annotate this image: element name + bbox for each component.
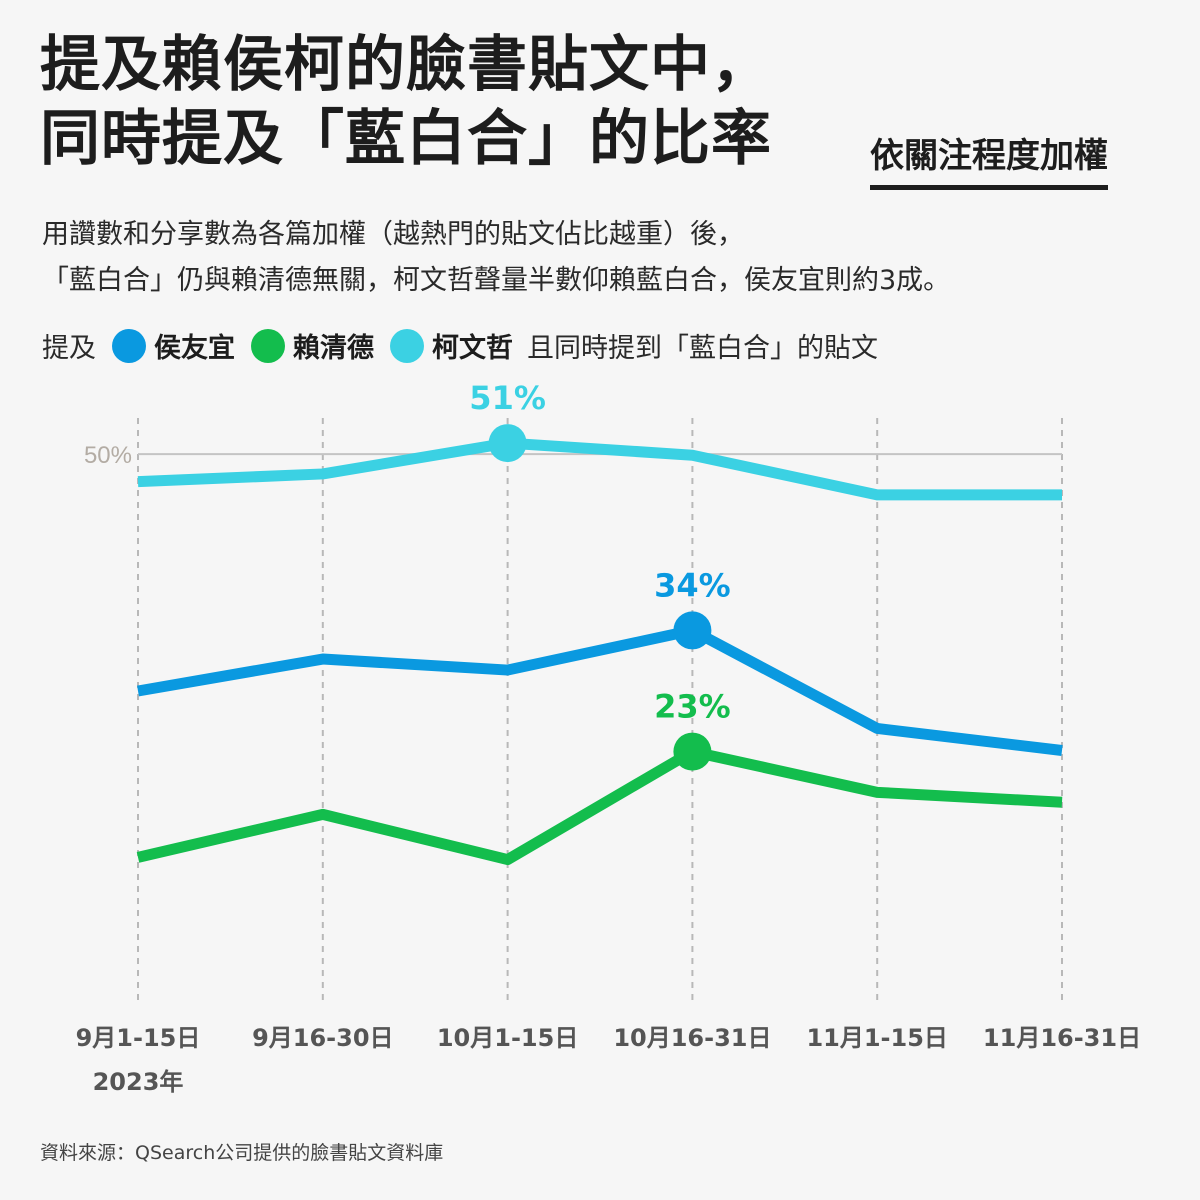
legend-dot-ko — [390, 328, 424, 363]
x-tick-label: 11月16-31日 — [983, 1024, 1141, 1052]
data-point — [136, 689, 140, 693]
chart-title: 提及賴侯柯的臉書貼文中， 同時提及「藍白合」的比率 — [40, 28, 772, 176]
x-tick-label: 9月16-30日 — [252, 1024, 393, 1052]
legend-dot-hou — [112, 328, 146, 363]
data-point — [1060, 748, 1064, 752]
data-point — [690, 453, 694, 457]
series-line-1 — [137, 624, 1063, 756]
data-point — [875, 790, 879, 794]
legend-item-lai: 賴清德 — [251, 326, 374, 365]
data-label-2: 23% — [654, 688, 731, 726]
highlight-marker-1 — [673, 611, 712, 650]
legend: 提及 侯友宜 賴清德 柯文哲 且同時提到「藍白合」的貼文 — [42, 326, 878, 365]
series-line-2 — [136, 746, 1063, 866]
legend-suffix: 且同時提到「藍白合」的貼文 — [527, 333, 878, 364]
data-label-1: 34% — [654, 566, 731, 604]
legend-prefix: 提及 — [42, 333, 96, 364]
data-point — [506, 668, 510, 672]
legend-dot-lai — [251, 328, 285, 363]
legend-item-hou: 侯友宜 — [112, 326, 235, 365]
highlight-marker-0 — [488, 424, 527, 463]
source-note: 資料來源：QSearch公司提供的臉書貼文資料庫 — [40, 1142, 444, 1164]
data-point — [875, 726, 879, 730]
legend-label-hou: 侯友宜 — [154, 333, 235, 364]
legend-label-lai: 賴清德 — [293, 333, 374, 364]
weight-note: 依關注程度加權 — [870, 128, 1108, 190]
subtitle-line-2: 「藍白合」仍與賴清德無關，柯文哲聲量半數仰賴藍白合，侯友宜則約3成。 — [42, 265, 951, 296]
data-point — [506, 858, 510, 862]
data-point — [321, 472, 325, 476]
data-label-0: 51% — [469, 379, 546, 417]
legend-item-ko: 柯文哲 — [390, 326, 513, 365]
x-tick-label: 9月1-15日 — [76, 1024, 201, 1052]
series-line-0 — [137, 437, 1062, 501]
x-tick-label: 10月1-15日 — [437, 1024, 578, 1052]
data-point — [1060, 493, 1064, 497]
data-point — [321, 812, 325, 816]
x-year-label: 2023年 — [93, 1068, 184, 1096]
subtitle: 用讚數和分享數為各篇加權（越熱門的貼文佔比越重）後， 「藍白合」仍與賴清德無關，… — [42, 212, 950, 304]
x-tick-label: 11月1-15日 — [806, 1024, 947, 1052]
title-line-2: 同時提及「藍白合」的比率 — [40, 104, 772, 174]
highlight-marker-2 — [673, 732, 712, 771]
data-point — [875, 493, 879, 497]
x-tick-label: 10月16-31日 — [613, 1024, 771, 1052]
reference-label: 50% — [84, 442, 132, 469]
subtitle-line-1: 用讚數和分享數為各篇加權（越熱門的貼文佔比越重）後， — [42, 219, 744, 250]
data-point — [136, 855, 140, 859]
data-point — [321, 657, 325, 661]
legend-label-ko: 柯文哲 — [432, 333, 513, 364]
data-point — [1060, 800, 1064, 804]
title-line-1: 提及賴侯柯的臉書貼文中， — [40, 30, 772, 100]
data-point — [136, 480, 140, 484]
